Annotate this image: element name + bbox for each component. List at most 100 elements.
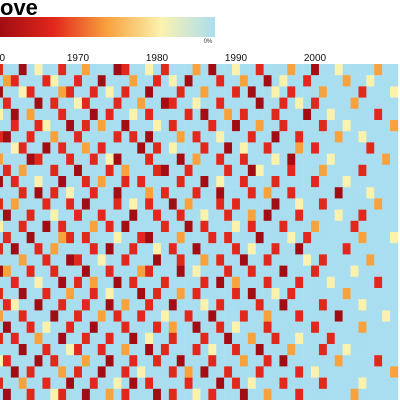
heatmap-cell: [2, 75, 12, 87]
heatmap-cell: [208, 276, 217, 289]
heatmap-cell: [18, 209, 27, 221]
heatmap-cell: [255, 366, 264, 378]
heatmap-cell: [121, 176, 130, 188]
heatmap-cell: [129, 344, 138, 356]
heatmap-cell: [287, 377, 296, 389]
heatmap-cell: [239, 377, 249, 389]
heatmap-cell: [303, 254, 312, 266]
heatmap-cell: [121, 198, 130, 210]
heatmap-cell: [224, 332, 233, 345]
heatmap-cell: [168, 164, 177, 177]
heatmap-cell: [366, 108, 375, 121]
heatmap-cell: [358, 198, 367, 210]
heatmap-cell: [2, 131, 12, 143]
heatmap-cell: [26, 108, 35, 121]
heatmap-cell: [374, 388, 383, 400]
heatmap-cell: [224, 310, 233, 322]
heatmap-cell: [89, 377, 98, 389]
heatmap-cell: [192, 187, 201, 199]
heatmap-cell: [390, 344, 399, 356]
heatmap-cell: [366, 64, 375, 76]
heatmap-cell: [247, 388, 256, 400]
heatmap-cell: [255, 377, 264, 389]
heatmap-cell: [192, 176, 201, 188]
heatmap-cell: [366, 86, 375, 98]
heatmap-cell: [358, 344, 367, 356]
heatmap-cell: [160, 344, 170, 356]
heatmap-cell: [303, 355, 312, 367]
heatmap-cell: [208, 220, 217, 233]
heatmap-cell: [279, 164, 288, 177]
heatmap-cell: [295, 120, 304, 132]
heatmap-cell: [121, 108, 130, 121]
heatmap-cell: [113, 366, 122, 378]
heatmap-cell: [239, 232, 249, 244]
heatmap-cell: [50, 176, 59, 188]
heatmap-cell: [358, 142, 367, 154]
heatmap-cell: [168, 288, 177, 300]
heatmap-cell: [97, 276, 106, 289]
heatmap-cell: [271, 388, 280, 400]
heatmap-cell: [350, 265, 359, 277]
heatmap-cell: [224, 243, 233, 255]
heatmap-cell: [0, 377, 4, 389]
heatmap-cell: [326, 254, 335, 266]
heatmap-cell: [176, 288, 185, 300]
heatmap-cell: [168, 377, 177, 389]
heatmap-cell: [160, 366, 170, 378]
heatmap-cell: [358, 332, 367, 345]
heatmap-cell: [153, 310, 162, 322]
heatmap-cell: [326, 198, 335, 210]
heatmap-cell: [34, 198, 43, 210]
heatmap-cell: [390, 321, 399, 333]
heatmap-cell: [279, 153, 288, 165]
heatmap-cell: [129, 64, 138, 76]
heatmap-cell: [184, 86, 193, 98]
heatmap-cell: [89, 254, 98, 266]
heatmap-cell: [66, 377, 75, 389]
heatmap-cell: [311, 288, 320, 300]
heatmap-cell: [271, 332, 280, 345]
heatmap-cell: [350, 64, 359, 76]
heatmap-cell: [74, 153, 83, 165]
heatmap-cell: [160, 198, 170, 210]
heatmap-cell: [160, 153, 170, 165]
heatmap-cell: [224, 164, 233, 177]
heatmap-cell: [279, 366, 288, 378]
heatmap-cell: [81, 276, 91, 289]
heatmap-cell: [160, 265, 170, 277]
heatmap-cell: [160, 209, 170, 221]
heatmap-cell: [358, 243, 367, 255]
heatmap-cell: [2, 254, 12, 266]
heatmap-cell: [334, 344, 343, 356]
heatmap-cell: [350, 299, 359, 311]
heatmap-cell: [232, 232, 241, 244]
heatmap-cell: [255, 86, 264, 98]
heatmap-cell: [50, 153, 59, 165]
heatmap-cell: [0, 276, 4, 289]
heatmap-cell: [247, 187, 256, 199]
heatmap-cell: [247, 75, 256, 87]
heatmap-cell: [153, 276, 162, 289]
heatmap-cell: [74, 321, 83, 333]
heatmap-cell: [279, 120, 288, 132]
heatmap-cell: [279, 332, 288, 345]
heatmap-cell: [89, 265, 98, 277]
heatmap-cell: [271, 344, 280, 356]
heatmap-cell: [184, 142, 193, 154]
heatmap-cell: [342, 164, 351, 177]
heatmap-cell: [97, 243, 106, 255]
heatmap-cell: [263, 220, 272, 233]
heatmap-cell: [239, 310, 249, 322]
heatmap-cell: [184, 187, 193, 199]
heatmap-cell: [34, 75, 43, 87]
heatmap-cell: [168, 86, 177, 98]
heatmap-cell: [247, 299, 256, 311]
heatmap-cell: [121, 299, 130, 311]
heatmap-cell: [81, 288, 91, 300]
heatmap-cell: [66, 86, 75, 98]
heatmap-cell: [129, 198, 138, 210]
heatmap-cell: [295, 187, 304, 199]
heatmap-cell: [216, 355, 225, 367]
heatmap-cell: [279, 86, 288, 98]
